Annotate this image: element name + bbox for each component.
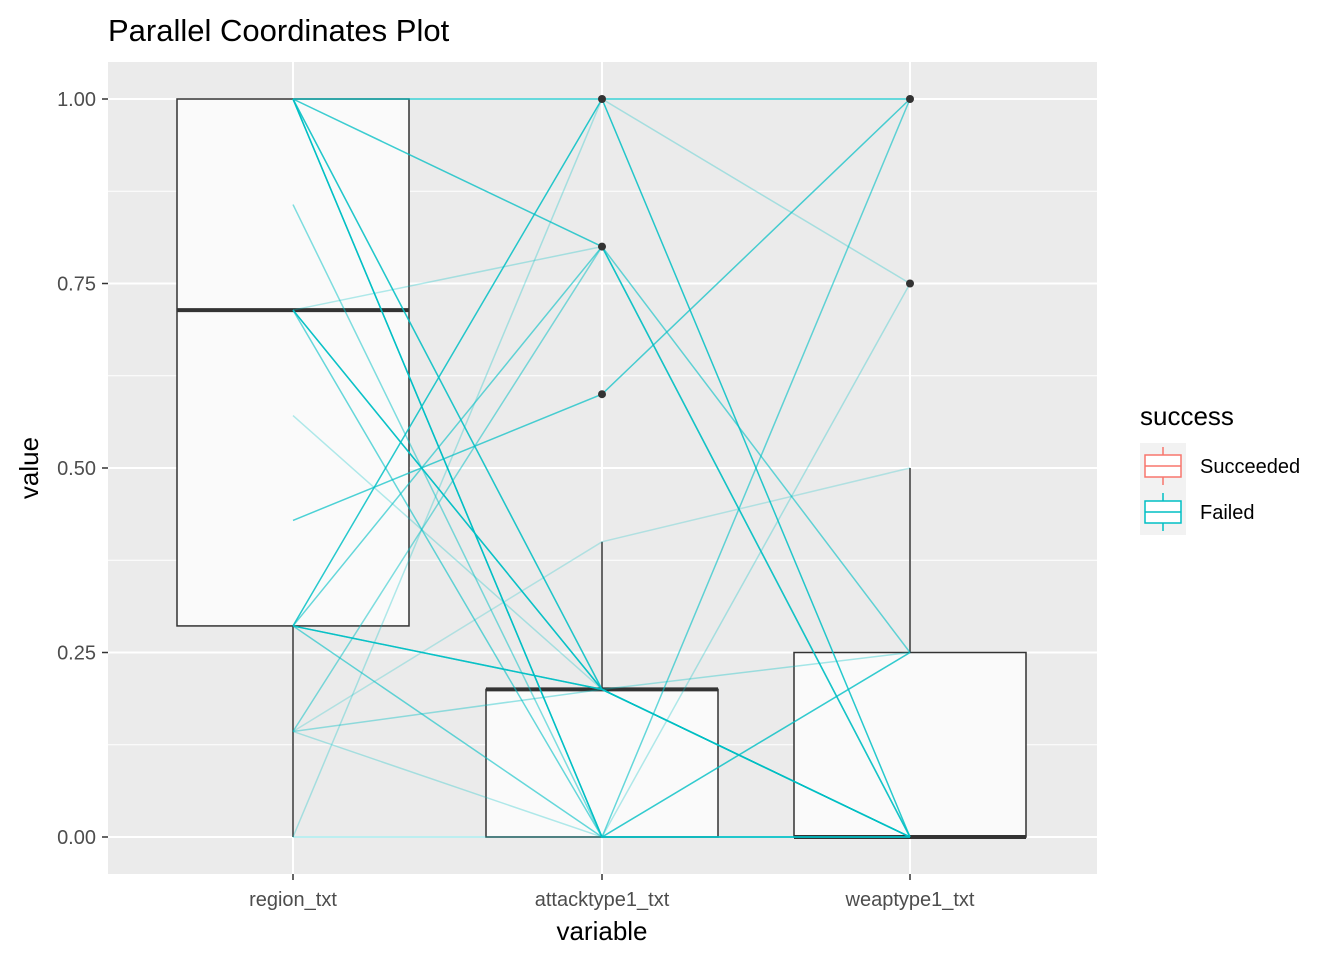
data-line	[292, 467, 911, 733]
box	[793, 651, 1027, 838]
legend-label-failed: Failed	[1200, 502, 1254, 524]
legend-key-failed	[1140, 489, 1186, 535]
legend-title: success	[1140, 401, 1234, 431]
y-tick-label: 0.25	[57, 643, 96, 665]
y-tick-label: 0.50	[57, 458, 96, 480]
outlier-point	[598, 390, 606, 399]
y-tick-label: 1.00	[57, 89, 96, 111]
y-tick-label: 0.00	[57, 827, 96, 849]
box	[176, 98, 410, 627]
legend: success Succeeded Failed	[1140, 401, 1300, 535]
legend-key-succeeded	[1140, 443, 1186, 489]
y-tick-label: 0.75	[57, 274, 96, 296]
x-tick-label: weaptype1_txt	[845, 889, 975, 911]
y-axis-ticks: 0.00 0.25 0.50 0.75 1.00	[57, 89, 108, 849]
legend-label-succeeded: Succeeded	[1200, 456, 1300, 478]
outlier-point	[906, 95, 914, 103]
boxplot-weaptype1_txt	[793, 468, 1027, 839]
x-axis-ticks: region_txt attacktype1_txt weaptype1_txt	[249, 874, 975, 911]
outlier-point	[906, 279, 914, 288]
box	[485, 688, 719, 838]
x-tick-label: attacktype1_txt	[535, 889, 670, 911]
data-line	[292, 625, 911, 838]
data-line	[292, 283, 911, 838]
x-axis-title: variable	[556, 916, 647, 946]
data-line	[292, 625, 911, 838]
x-tick-label: region_txt	[249, 889, 337, 911]
outlier-point	[598, 95, 606, 103]
outlier-points	[598, 95, 914, 399]
boxplots	[176, 98, 1027, 839]
y-axis-title: value	[14, 437, 44, 499]
outlier-point	[598, 242, 606, 251]
data-line	[292, 688, 911, 838]
chart-title: Parallel Coordinates Plot	[108, 13, 450, 48]
